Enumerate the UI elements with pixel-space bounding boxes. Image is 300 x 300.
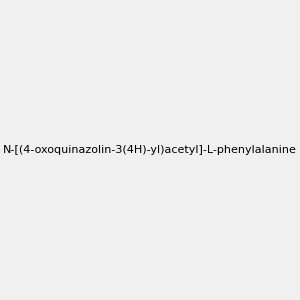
Text: N-[(4-oxoquinazolin-3(4H)-yl)acetyl]-L-phenylalanine: N-[(4-oxoquinazolin-3(4H)-yl)acetyl]-L-p…	[3, 145, 297, 155]
